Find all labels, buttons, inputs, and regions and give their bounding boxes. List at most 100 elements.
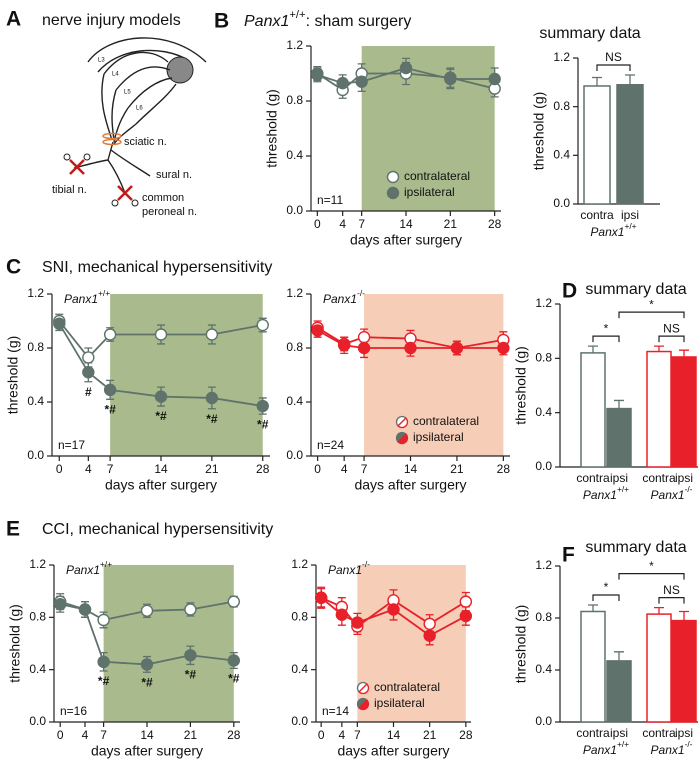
annotation: n=11	[317, 193, 343, 207]
marker	[387, 603, 400, 616]
bar	[580, 352, 606, 468]
scissors	[83, 153, 91, 161]
marker	[444, 72, 457, 86]
gene: Panx1	[244, 13, 289, 30]
marker	[103, 383, 117, 397]
bar	[671, 619, 697, 723]
marker	[53, 317, 66, 330]
error-bar	[654, 606, 664, 615]
y-tick-label: 0.0	[286, 203, 303, 217]
scissors	[117, 185, 133, 201]
category-label: contra	[580, 208, 614, 222]
chart-title: Panx1+/+: sham surgery	[244, 9, 411, 30]
annotation: n=16	[60, 704, 87, 718]
legend-marker	[358, 699, 370, 711]
significance-label: *	[604, 321, 609, 335]
y-tick-label: 0.0	[553, 196, 570, 210]
x-tick-label: 7	[107, 462, 114, 476]
gene: Panx1	[590, 225, 624, 239]
x-tick-label: 0	[314, 217, 321, 231]
y-tick-label: 0.4	[291, 662, 308, 676]
y-tick-label: 1.2	[286, 286, 303, 300]
nerve-label: sural n.	[156, 169, 192, 181]
x-tick-label: 21	[205, 462, 219, 476]
treatment-shade	[357, 565, 466, 722]
point-label: *#	[98, 674, 110, 688]
group-label: Panx1+/+	[590, 221, 636, 239]
outline	[87, 37, 207, 73]
panel-label: D	[562, 280, 577, 303]
x-tick-label: 4	[338, 728, 345, 742]
y-tick-label: 0.8	[291, 610, 308, 624]
chart-title: summary data	[539, 25, 640, 42]
panel-a: A nerve injury models L3 L4 L5 L6 sciati…	[6, 8, 207, 218]
marker	[205, 328, 219, 341]
genotype-label: Panx1+/+	[66, 559, 112, 577]
marker	[154, 328, 168, 341]
ligature	[102, 138, 122, 146]
x-axis-label: days after surgery	[350, 232, 462, 248]
marker	[227, 595, 241, 608]
y-tick-label: 0.4	[286, 148, 303, 162]
x-tick-label: 4	[82, 728, 89, 742]
y-axis-label: threshold (g)	[264, 89, 280, 168]
gene: Panx1	[651, 743, 685, 757]
category-label: ipsi	[610, 726, 628, 740]
treatment-shade	[364, 294, 504, 456]
allele: +/+	[624, 221, 636, 231]
bar	[583, 85, 611, 205]
gene: Panx1	[66, 563, 100, 577]
series-line	[58, 323, 263, 407]
x-axis-label: days after surgery	[91, 743, 203, 759]
marker	[337, 339, 351, 352]
category-label: contra	[642, 726, 676, 740]
significance-label: *	[649, 297, 654, 311]
x-tick-label: 21	[450, 462, 464, 476]
annotation: n=17	[58, 438, 85, 452]
category-label: contra	[576, 726, 610, 740]
x-tick-label: 7	[100, 728, 107, 742]
marker	[351, 616, 364, 629]
y-tick-label: 0.0	[286, 448, 303, 462]
point-label: *#	[257, 417, 269, 431]
y-tick-label: 0.0	[535, 459, 552, 473]
bar	[616, 84, 644, 205]
x-tick-label: 28	[459, 728, 473, 742]
gene: Panx1	[323, 292, 357, 306]
category-label: ipsi	[610, 471, 628, 485]
allele: +/+	[289, 9, 305, 21]
x-tick-label: 4	[341, 462, 348, 476]
gene: Panx1	[651, 488, 685, 502]
y-tick-label: 0.8	[535, 610, 552, 624]
y-tick-label: 0.0	[27, 448, 44, 462]
marker	[488, 72, 501, 86]
group-label: Panx1-/-	[651, 739, 693, 757]
y-tick-label: 0.8	[29, 610, 46, 624]
ligature	[102, 132, 122, 140]
root-label: L6	[136, 106, 143, 112]
marker	[311, 68, 324, 82]
significance-bracket	[618, 311, 685, 319]
x-tick-label: 21	[444, 217, 458, 231]
y-axis-label: threshold (g)	[531, 92, 547, 171]
marker	[97, 613, 110, 627]
error-bar	[592, 76, 602, 86]
marker	[497, 341, 510, 355]
chart-title: summary data	[585, 539, 686, 556]
significance-label: NS	[663, 321, 680, 335]
group-label: Panx1+/+	[583, 484, 629, 502]
group-label: Panx1+/+	[583, 739, 629, 757]
marker	[336, 76, 349, 90]
root-label: L5	[124, 90, 131, 96]
error-bar	[625, 74, 635, 85]
nerve-label: common	[142, 192, 184, 204]
marker	[97, 655, 110, 669]
nerve-label: tibial n.	[52, 184, 87, 196]
chart-title: summary data	[585, 281, 686, 298]
y-axis-label: threshold (g)	[513, 346, 529, 425]
y-tick-label: 1.2	[535, 296, 552, 310]
y-tick-label: 0.0	[29, 714, 46, 728]
significance-label: NS	[605, 50, 622, 64]
category-label: ipsi	[621, 208, 639, 222]
